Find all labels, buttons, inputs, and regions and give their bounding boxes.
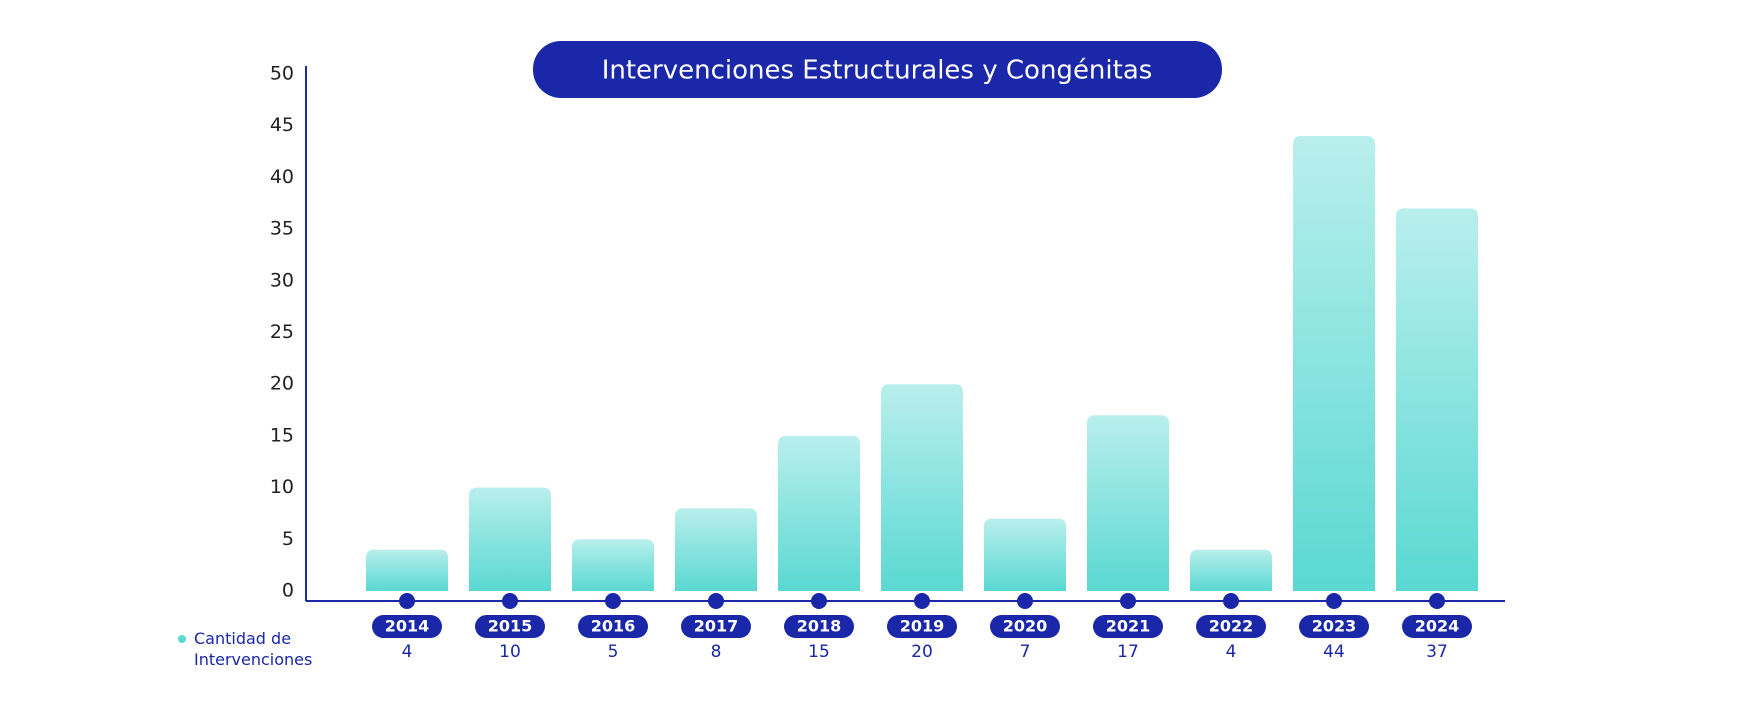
- y-tick-label: 50: [270, 63, 294, 85]
- bar: [778, 435, 860, 591]
- value-label: 10: [499, 642, 521, 662]
- y-tick-label: 10: [270, 476, 294, 498]
- category-pill: [578, 615, 648, 638]
- x-tick-label: 2014: [385, 617, 430, 636]
- value-label: 4: [402, 642, 413, 662]
- x-tick-label: 2020: [1003, 617, 1048, 636]
- category-pill: [1402, 615, 1472, 638]
- x-tick-label: 2019: [900, 617, 945, 636]
- axis-dot: [1223, 593, 1239, 609]
- value-label: 7: [1020, 642, 1031, 662]
- x-tick-label: 2022: [1209, 617, 1254, 636]
- axis-dot: [1017, 593, 1033, 609]
- category-pill: [887, 615, 957, 638]
- category-pill: [681, 615, 751, 638]
- bar: [469, 487, 551, 591]
- axis-dot: [914, 593, 930, 609]
- bar: [572, 539, 654, 591]
- value-label: 8: [711, 642, 722, 662]
- category-pill: [1299, 615, 1369, 638]
- x-tick-label: 2018: [797, 617, 842, 636]
- axis-dot: [1326, 593, 1342, 609]
- category-pill: [1196, 615, 1266, 638]
- value-label: 44: [1323, 642, 1345, 662]
- axis-dot: [502, 593, 518, 609]
- category-pill: [475, 615, 545, 638]
- y-tick-label: 35: [270, 218, 294, 240]
- y-tick-label: 40: [270, 166, 294, 188]
- bar: [984, 518, 1066, 591]
- category-pill: [1093, 615, 1163, 638]
- legend: Cantidad de Intervenciones: [178, 628, 328, 670]
- y-tick-label: 30: [270, 269, 294, 291]
- y-tick-label: 15: [270, 424, 294, 446]
- y-tick-label: 0: [282, 580, 294, 602]
- value-label: 20: [911, 642, 933, 662]
- bar: [881, 384, 963, 591]
- category-pill: [784, 615, 854, 638]
- axis-dot: [708, 593, 724, 609]
- chart-title: Intervenciones Estructurales y Congénita…: [602, 56, 1153, 86]
- x-tick-label: 2021: [1106, 617, 1151, 636]
- axis-dot: [811, 593, 827, 609]
- legend-marker: [178, 635, 186, 643]
- axis-dot: [1120, 593, 1136, 609]
- value-label: 5: [608, 642, 619, 662]
- category-pill: [990, 615, 1060, 638]
- axis-dot: [605, 593, 621, 609]
- value-label: 15: [808, 642, 830, 662]
- value-label: 17: [1117, 642, 1139, 662]
- x-tick-label: 2017: [694, 617, 739, 636]
- bar: [1396, 208, 1478, 592]
- y-tick-label: 20: [270, 373, 294, 395]
- bar: [1293, 136, 1375, 592]
- bar: [1190, 549, 1272, 591]
- x-tick-label: 2024: [1415, 617, 1460, 636]
- x-tick-label: 2016: [591, 617, 636, 636]
- y-tick-label: 25: [270, 321, 294, 343]
- x-tick-label: 2015: [488, 617, 533, 636]
- bar: [1087, 415, 1169, 591]
- bar: [366, 549, 448, 591]
- y-tick-label: 45: [270, 114, 294, 136]
- y-tick-label: 5: [282, 528, 294, 550]
- value-label: 37: [1426, 642, 1448, 662]
- x-tick-label: 2023: [1312, 617, 1357, 636]
- bar: [675, 508, 757, 591]
- legend-label: Cantidad de Intervenciones: [194, 629, 313, 669]
- axis-dot: [1429, 593, 1445, 609]
- title-background: [533, 41, 1222, 98]
- value-label: 4: [1226, 642, 1237, 662]
- axis-dot: [399, 593, 415, 609]
- category-pill: [372, 615, 442, 638]
